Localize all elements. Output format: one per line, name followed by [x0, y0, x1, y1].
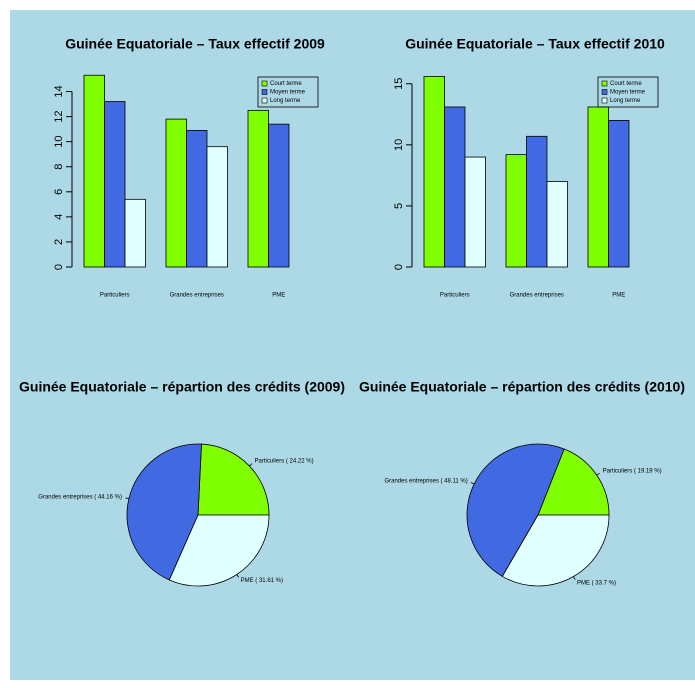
y-tick-label: 2 — [53, 239, 65, 245]
y-tick-label: 8 — [53, 164, 65, 170]
legend-swatch — [601, 97, 608, 104]
bar — [268, 123, 290, 268]
x-tick-label: Grandes entreprises — [170, 293, 224, 299]
y-tick-label: 5 — [393, 203, 405, 209]
bar — [247, 109, 269, 268]
label-tick — [573, 576, 576, 580]
chart-title: Guinée Equatoriale – répartion des crédi… — [19, 379, 345, 395]
bar — [464, 156, 486, 268]
y-tick-label: 12 — [53, 110, 65, 122]
bar — [608, 120, 630, 268]
legend-label: Moyen terme — [610, 90, 646, 96]
y-tick-label: 14 — [53, 85, 65, 97]
legend-label: Court terme — [270, 81, 302, 87]
legend-swatch — [601, 80, 608, 87]
bar — [505, 154, 527, 268]
legend-swatch — [261, 97, 268, 104]
bar — [124, 198, 146, 268]
y-tick-label: 15 — [393, 78, 405, 90]
x-tick-label: PME — [272, 293, 285, 299]
slice-label: PME ( 31.61 %) — [241, 578, 283, 584]
pie-slice — [197, 443, 270, 516]
y-tick-label: 0 — [53, 264, 65, 270]
bar — [587, 106, 609, 268]
pie-slice — [537, 448, 610, 516]
label-tick — [470, 482, 475, 485]
label-tick — [596, 472, 600, 476]
slice-label: Particuliers ( 19.19 %) — [603, 469, 662, 475]
bar — [444, 106, 466, 268]
bar — [165, 118, 187, 268]
y-tick-label: 10 — [53, 136, 65, 148]
y-tick-label: 10 — [393, 139, 405, 151]
pie-slice — [466, 443, 565, 577]
chart-title: Guinée Equatoriale – répartion des crédi… — [359, 379, 685, 395]
legend-swatch — [261, 80, 268, 87]
chart-title: Guinée Equatoriale – Taux effectif 2009 — [65, 36, 325, 52]
slice-label: Particuliers ( 24.22 %) — [255, 459, 314, 465]
chart-title: Guinée Equatoriale – Taux effectif 2010 — [405, 36, 665, 52]
bar — [423, 76, 445, 268]
slice-label: PME ( 33.7 %) — [577, 580, 616, 586]
y-tick-label: 0 — [393, 264, 405, 270]
bar — [186, 129, 208, 268]
slice-label: Grandes entreprises ( 48.11 %) — [384, 479, 467, 485]
x-tick-label: Grandes entreprises — [510, 293, 564, 299]
legend-label: Court terme — [610, 81, 642, 87]
y-tick-label: 6 — [53, 189, 65, 195]
legend-label: Moyen terme — [270, 90, 306, 96]
slice-label: Grandes entreprises ( 44.16 %) — [38, 495, 122, 501]
bar — [83, 74, 105, 268]
pie-slice — [126, 443, 202, 581]
legend-swatch — [261, 89, 268, 95]
pie-slice — [501, 514, 610, 587]
bar — [546, 181, 568, 268]
x-tick-label: Particuliers — [100, 293, 130, 299]
label-tick — [125, 497, 129, 500]
legend-label: Long terme — [270, 98, 301, 104]
legend-box — [257, 76, 319, 108]
x-tick-label: Particuliers — [440, 293, 470, 299]
label-tick — [249, 463, 253, 467]
label-tick — [236, 574, 240, 578]
legend-label: Long terme — [610, 98, 641, 104]
x-tick-label: PME — [612, 293, 625, 299]
pie-slice — [168, 514, 270, 587]
bar — [206, 146, 228, 268]
y-tick-label: 4 — [53, 214, 65, 220]
legend-box — [597, 76, 659, 108]
bar — [104, 101, 126, 268]
legend-swatch — [601, 89, 608, 95]
bar — [526, 135, 548, 268]
